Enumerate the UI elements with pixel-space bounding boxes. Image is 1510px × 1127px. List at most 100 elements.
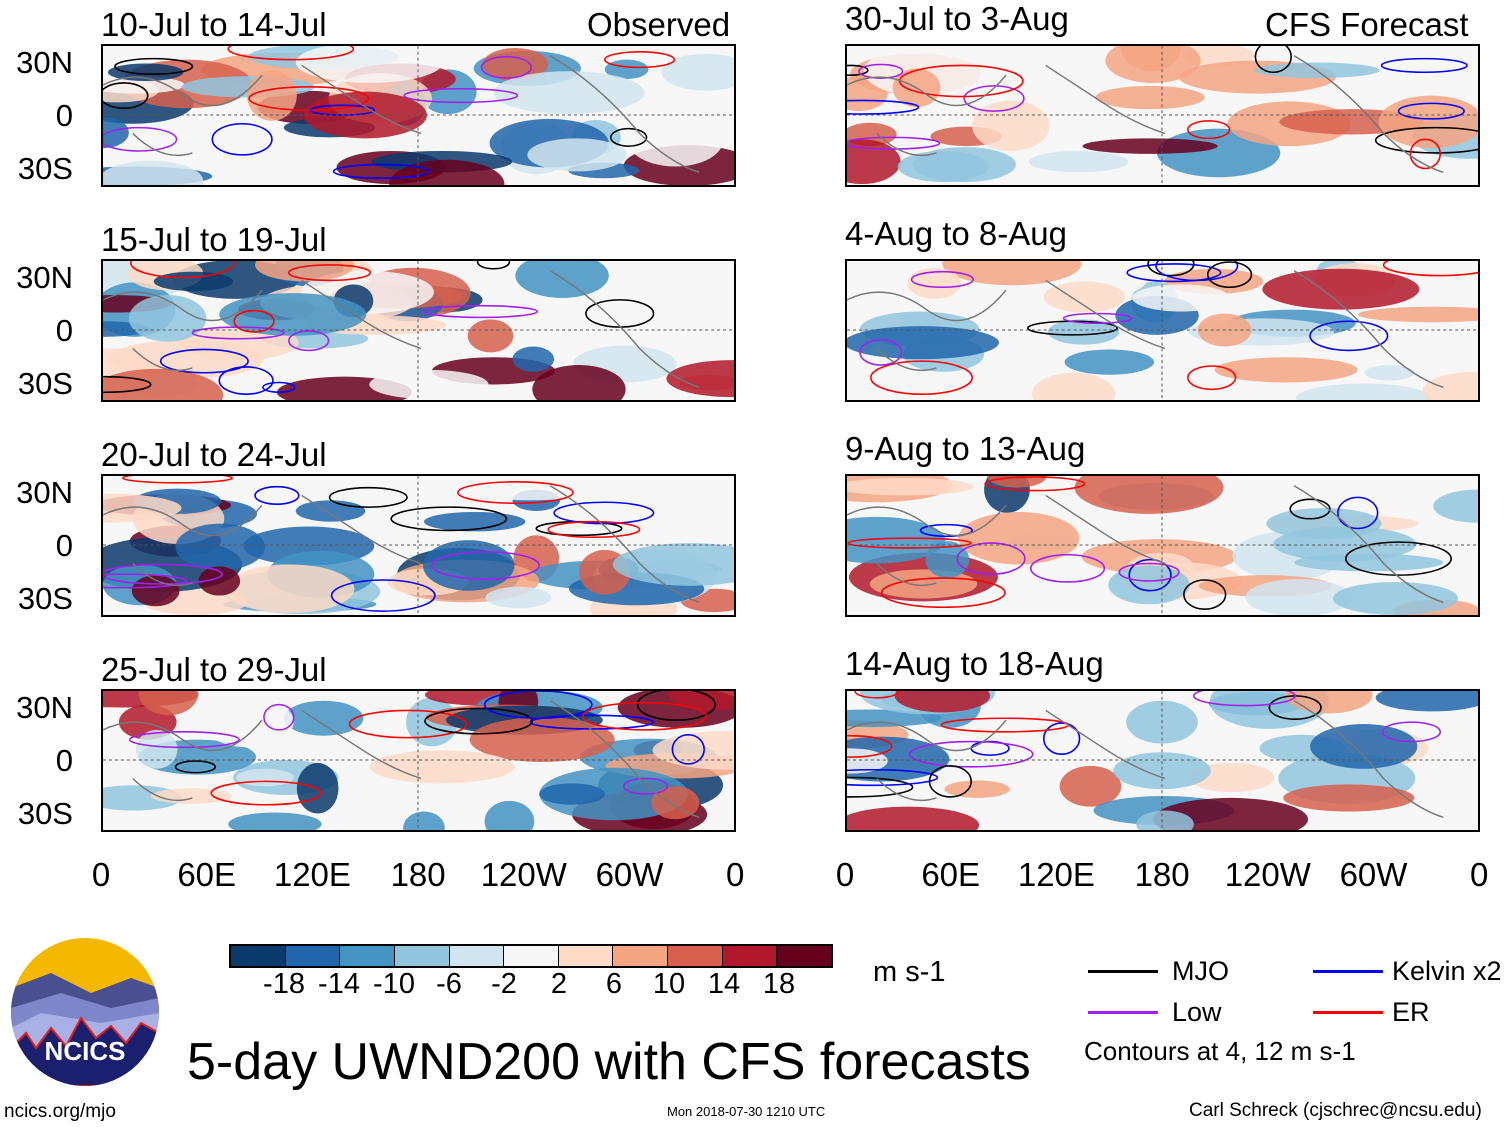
contour: [956, 542, 1026, 575]
wind-anomaly-region: [847, 806, 980, 830]
wind-anomaly-region: [466, 478, 594, 501]
contour: [233, 309, 275, 333]
wind-anomaly-region: [651, 786, 700, 820]
wind-anomaly-region: [303, 91, 427, 139]
coastlines: [103, 270, 700, 389]
coastlines: [847, 270, 1444, 389]
legend-low: Low: [1172, 997, 1222, 1027]
wind-anomaly-region: [1364, 365, 1415, 381]
wind-anomaly-region: [103, 116, 129, 149]
panel-title: 25-Jul to 29-Jul: [101, 651, 327, 688]
legend-mjo-line: [1088, 970, 1158, 973]
colorbar-label: 14: [707, 968, 741, 1000]
svg-text:NCICS: NCICS: [45, 1036, 126, 1066]
map-panel: [101, 44, 736, 187]
website-link[interactable]: ncics.org/mjo: [4, 1101, 116, 1122]
wind-anomaly-region: [1105, 46, 1201, 83]
x-tick-label: 0: [1470, 856, 1489, 893]
contour: [858, 63, 904, 79]
wind-anomaly-region: [894, 691, 991, 713]
wind-anomaly-region: [369, 369, 489, 400]
wind-anomaly-region: [1059, 765, 1122, 807]
wind-anomaly-region: [925, 541, 970, 579]
colorbar-swatch: [668, 946, 723, 966]
contour: [547, 520, 641, 539]
wind-anomaly-region: [527, 138, 627, 172]
wind-anomaly-region: [403, 811, 445, 830]
contour: [553, 501, 655, 525]
contour: [1042, 722, 1081, 755]
wind-anomaly-region: [467, 319, 514, 353]
wind-anomaly-region: [1136, 810, 1194, 830]
colorbar-swatch: [449, 946, 505, 966]
contour: [330, 579, 436, 612]
contour: [1187, 120, 1231, 140]
wind-anomaly-region: [1357, 306, 1478, 323]
figure-title: 5-day UWND200 with CFS forecasts: [187, 1033, 1031, 1091]
x-tick-label: 120E: [273, 856, 351, 893]
author-credit: Carl Schreck (cjschrec@ncsu.edu): [1189, 1100, 1482, 1121]
contour: [130, 261, 235, 279]
wind-anomaly-region: [1422, 371, 1478, 400]
x-tick-label: 60W: [595, 856, 664, 893]
wind-anomaly-region: [493, 71, 645, 115]
colorbar-label: 2: [550, 968, 568, 1000]
x-tick-label: 0: [91, 856, 111, 893]
wind-anomaly-region: [1332, 581, 1459, 615]
wind-anomaly-region: [485, 586, 552, 609]
legend-er-line: [1313, 1011, 1383, 1014]
wind-anomaly-region: [1108, 565, 1190, 605]
colorbar-swatch: [340, 946, 395, 966]
contour: [1382, 261, 1478, 277]
wind-anomaly-region: [295, 46, 443, 83]
contour: [1380, 57, 1468, 74]
legend-kelvin: Kelvin x2: [1392, 956, 1502, 986]
colorbar-label: 6: [605, 968, 623, 1000]
wind-anomaly-region: [1095, 85, 1205, 110]
colorbar-swatch: [613, 946, 669, 966]
contour: [1206, 261, 1253, 289]
x-tick-label: 0: [835, 856, 855, 893]
wind-anomaly-region: [138, 691, 199, 716]
x-tick-label: 180: [1134, 856, 1190, 893]
wind-anomaly-region: [532, 365, 626, 400]
wind-anomaly-region: [539, 767, 689, 821]
wind-anomaly-region: [103, 76, 185, 94]
x-tick-label: 60W: [1339, 856, 1408, 893]
observed-header: Observed: [587, 6, 731, 43]
wind-anomaly-region: [604, 59, 649, 80]
contour: [1187, 365, 1237, 391]
wind-anomaly-region: [1043, 281, 1126, 313]
contour: [431, 551, 541, 580]
wind-anomaly-region: [484, 800, 535, 830]
ncics-logo: NCICS: [11, 938, 159, 1086]
y-tick-label: 30N: [16, 475, 73, 510]
wind-anomaly-region: [1132, 284, 1230, 312]
contour-note: Contours at 4, 12 m s-1: [1084, 1036, 1356, 1066]
contour: [227, 46, 355, 61]
wind-anomaly-region: [1310, 724, 1418, 769]
contour: [114, 57, 194, 75]
y-tick-label: 30S: [17, 796, 73, 831]
wind-anomaly-region: [666, 360, 734, 398]
contour: [218, 366, 274, 395]
contour: [1381, 721, 1442, 743]
contour: [671, 733, 705, 765]
legend-er: ER: [1392, 997, 1430, 1027]
wind-anomaly-region: [1214, 357, 1358, 383]
contour: [847, 64, 869, 76]
wind-anomaly-region: [1283, 784, 1415, 812]
contour: [847, 537, 973, 549]
contour: [476, 261, 511, 270]
contour: [984, 476, 1086, 492]
panel-title: 4-Aug to 8-Aug: [845, 215, 1067, 252]
colorbar-swatch: [231, 946, 286, 966]
wind-anomaly-region: [255, 261, 355, 282]
wind-anomaly-region: [612, 543, 734, 586]
wind-anomaly-region: [1433, 489, 1478, 523]
contour: [847, 776, 914, 798]
colorbar-label: 18: [762, 968, 796, 1000]
wind-anomaly-region: [1031, 372, 1116, 400]
y-tick-label: 0: [55, 313, 73, 348]
contour: [1409, 138, 1442, 170]
